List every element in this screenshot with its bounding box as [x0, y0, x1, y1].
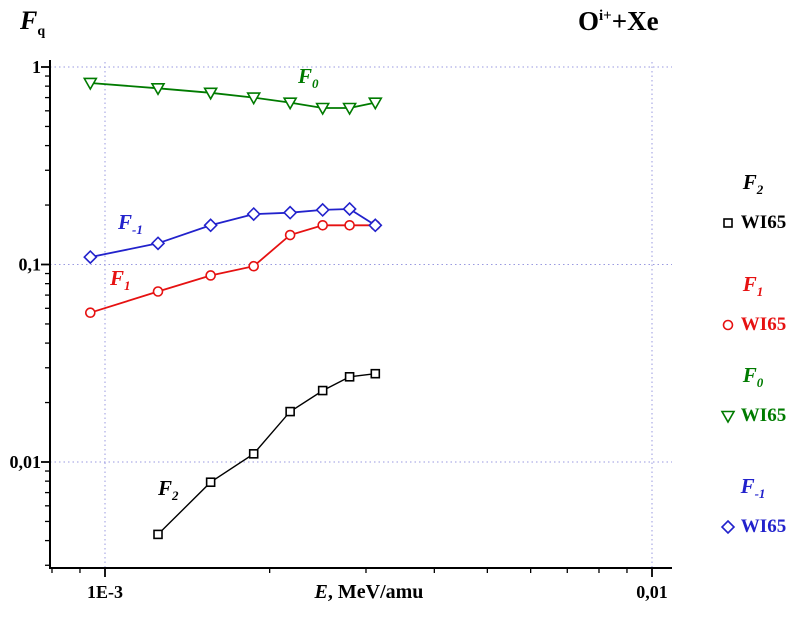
legend-source-label: WI65: [740, 516, 787, 538]
series-F-1-marker-0-diamond-icon: [83, 249, 98, 265]
diamond-icon: [720, 520, 735, 535]
series-F1-marker-2-circle-icon: [205, 270, 216, 281]
legend-source-label: WI65: [740, 405, 787, 427]
legend-series-name: F0: [742, 363, 764, 391]
y-tick-label: 1: [32, 57, 41, 77]
legend-marker-row: WI65: [703, 315, 800, 335]
series-F0-marker-5-triangle-down-icon: [315, 102, 331, 116]
circle-icon: [722, 319, 734, 331]
y-axis-symbol: F: [20, 6, 38, 35]
series-F0-marker-1-triangle-down-icon: [150, 83, 166, 96]
legend-source-label: WI65: [740, 314, 787, 336]
series-F-1-marker-4-diamond-icon: [283, 205, 298, 220]
legend-marker-row: WI65: [703, 213, 800, 233]
series-F1-marker-5-circle-icon: [317, 219, 328, 231]
series-F2-marker-0-square-icon: [153, 529, 163, 540]
legend-entry-F-1: F-1 WI65: [703, 473, 800, 537]
curve-label-F-1: F-1: [118, 210, 143, 238]
x-tick-label: 1E-3: [87, 582, 123, 602]
series-F-1-marker-7-diamond-icon: [368, 218, 383, 233]
series-F1-marker-6-circle-icon: [344, 219, 355, 231]
series-F0-line: [90, 82, 376, 109]
series-F0-marker-2-triangle-down-icon: [203, 87, 219, 101]
legend-marker-row: WI65: [703, 406, 800, 426]
x-tick-label: 0,01: [636, 582, 668, 602]
series-F-1-marker-6-diamond-icon: [342, 201, 357, 217]
series-F0-marker-4-triangle-down-icon: [282, 97, 298, 111]
triangle-down-icon: [720, 410, 736, 424]
series-F2-marker-2-square-icon: [248, 449, 259, 459]
title-suffix: +Xe: [611, 6, 659, 36]
legend-F1-circle-icon: [722, 319, 734, 331]
x-axis-suffix: , MeV/amu: [327, 581, 424, 603]
series-F1-marker-3-circle-icon: [248, 260, 259, 272]
series-F-1-marker-5-diamond-icon: [315, 202, 330, 218]
series-F-1-marker-1-diamond-icon: [150, 236, 166, 251]
series-F1-marker-1-circle-icon: [152, 286, 164, 297]
legend-source-label: WI65: [740, 212, 787, 234]
legend-series-name: F2: [742, 170, 764, 198]
series-F-1-marker-2-diamond-icon: [203, 218, 218, 233]
title-element: O: [578, 6, 600, 36]
series-F1-marker-0-circle-icon: [85, 307, 96, 319]
legend-entry-F0: F0 WI65: [703, 362, 800, 426]
series-F2-marker-1-square-icon: [205, 477, 216, 488]
legend-F2-square-icon: [722, 218, 733, 228]
curve-label-F1: F1: [110, 266, 131, 294]
legend-entry-F2: F2 WI65: [703, 169, 800, 233]
legend-marker-row: WI65: [703, 517, 800, 537]
series-F1-line: [90, 224, 376, 314]
curve-label-F0: F0: [298, 64, 319, 92]
legend-F0-triangle-down-icon: [720, 410, 736, 424]
series-F-1-marker-3-diamond-icon: [246, 206, 261, 222]
series-F2-line: [157, 373, 376, 535]
series-F0-marker-7-triangle-down-icon: [367, 97, 383, 111]
square-icon: [722, 218, 733, 228]
series-F2-marker-6-square-icon: [370, 368, 381, 379]
series-F0-marker-3-triangle-down-icon: [246, 92, 262, 106]
x-axis-title: E, MeV/amu: [269, 581, 469, 604]
y-axis-subscript: q: [37, 24, 46, 40]
series-F2-marker-4-square-icon: [317, 385, 328, 396]
curve-label-F2: F2: [158, 476, 179, 504]
series-F2-marker-5-square-icon: [344, 372, 355, 382]
x-axis-symbol: E: [314, 581, 328, 603]
y-tick-label: 0,01: [10, 452, 42, 472]
series-F0-marker-6-triangle-down-icon: [342, 102, 357, 116]
y-axis-title: Fq: [20, 6, 45, 40]
legend-F-1-diamond-icon: [720, 520, 735, 535]
legend-entry-F1: F1 WI65: [703, 271, 800, 335]
series-F0-marker-0-triangle-down-icon: [82, 77, 98, 91]
legend-series-name: F-1: [740, 474, 766, 502]
plot-title: Oi++Xe: [578, 6, 659, 37]
series-F1-marker-4-circle-icon: [284, 229, 296, 241]
y-tick-label: 0,1: [19, 255, 42, 275]
legend-series-name: F1: [742, 272, 764, 300]
title-charge: i+: [599, 8, 612, 24]
series-F2-marker-3-square-icon: [285, 406, 295, 417]
